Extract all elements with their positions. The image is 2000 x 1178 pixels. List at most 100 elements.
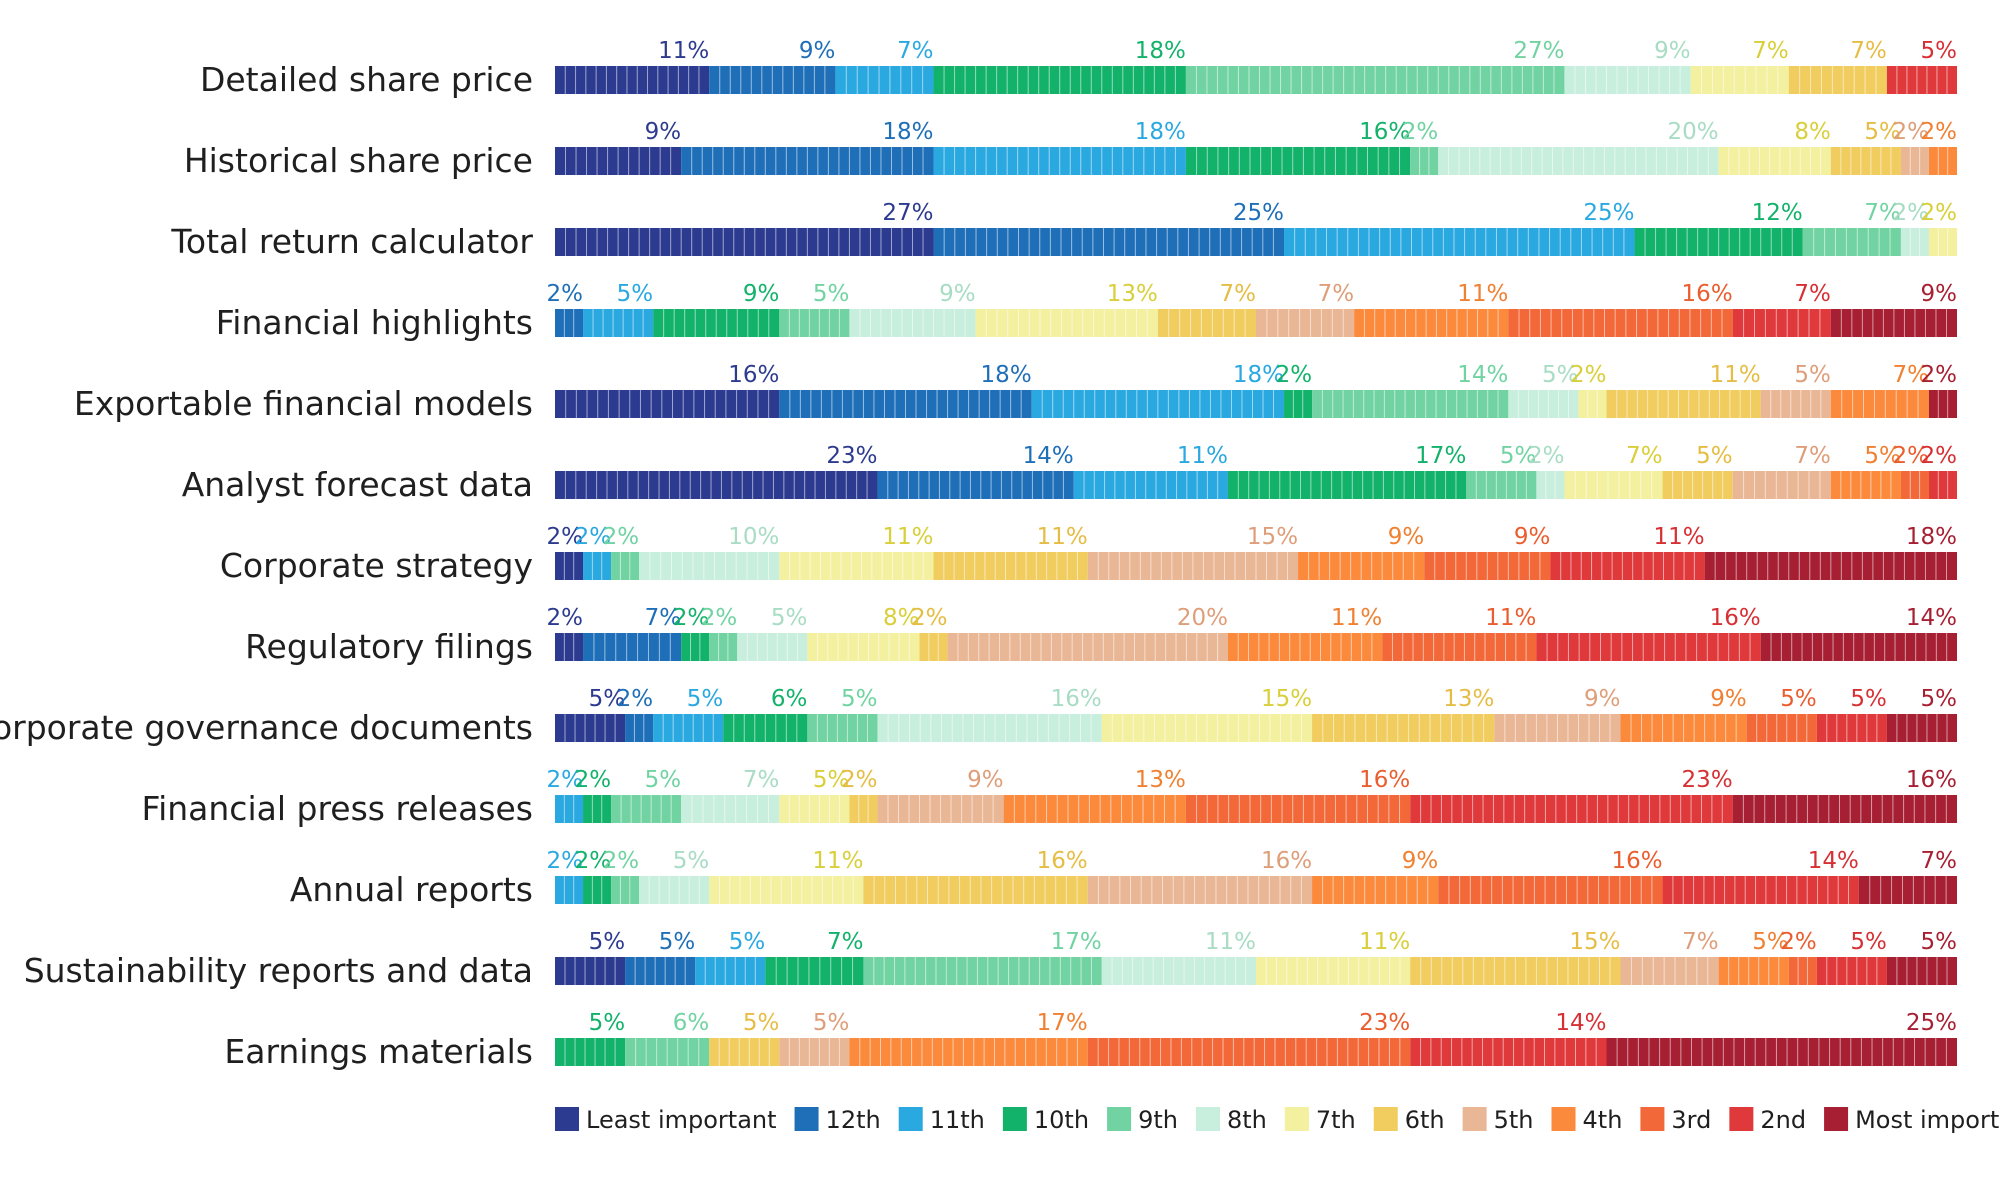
- legend-label: 4th: [1583, 1106, 1623, 1134]
- bar-segment: [1410, 1038, 1607, 1066]
- legend-item: 12th: [794, 1106, 881, 1134]
- bar-segment: [695, 957, 766, 985]
- bar-segment: [1928, 471, 1957, 499]
- bar-segment: [1830, 147, 1901, 175]
- value-label: 13%: [1107, 281, 1158, 307]
- value-label: 5%: [1542, 362, 1579, 388]
- bar-segment: [1382, 633, 1537, 661]
- value-label: 15%: [1261, 686, 1312, 712]
- value-label: 23%: [826, 443, 877, 469]
- bar-segment: [555, 552, 584, 580]
- value-label: 5%: [771, 605, 808, 631]
- legend-item: 2nd: [1729, 1106, 1806, 1134]
- bar-segment: [1438, 876, 1663, 904]
- value-label: 16%: [1359, 119, 1410, 145]
- chart-rows: Detailed share price 11% 9% 7% 18% 27% 9% 7% 7% 5…: [0, 38, 1957, 1071]
- bar-segment: [1900, 471, 1929, 499]
- bar-segment: [1760, 390, 1831, 418]
- value-label: 18%: [1906, 524, 1957, 550]
- bar-segment: [779, 795, 850, 823]
- value-label: 9%: [1388, 524, 1425, 550]
- value-label: 5%: [659, 929, 696, 955]
- value-label: 2%: [841, 767, 878, 793]
- value-label: 5%: [589, 929, 626, 955]
- legend-label: 8th: [1227, 1106, 1267, 1134]
- value-label: 7%: [1850, 38, 1887, 64]
- value-label: 6%: [771, 686, 808, 712]
- bar-segment: [639, 876, 710, 904]
- bar-segment: [933, 552, 1088, 580]
- value-label: 5%: [687, 686, 724, 712]
- bar-segment: [1732, 309, 1831, 337]
- value-label: 15%: [1569, 929, 1620, 955]
- value-label: 5%: [813, 281, 850, 307]
- bar-segment: [611, 795, 682, 823]
- value-label: 2%: [547, 767, 584, 793]
- value-label: 16%: [728, 362, 779, 388]
- bar-segment: [653, 714, 724, 742]
- bar-segment: [1466, 471, 1537, 499]
- bar-segment: [1900, 228, 1929, 256]
- category-label: Financial press releases: [142, 789, 534, 828]
- bar-segment: [1157, 309, 1256, 337]
- value-label: 2%: [575, 524, 612, 550]
- bar-segment: [555, 633, 584, 661]
- value-label: 13%: [1135, 767, 1186, 793]
- bar-segment: [555, 390, 780, 418]
- legend-label: Most important: [1855, 1106, 2000, 1134]
- bar-segment: [849, 795, 878, 823]
- value-label: 2%: [701, 605, 738, 631]
- value-label: 2%: [575, 767, 612, 793]
- bar-segment: [779, 1038, 850, 1066]
- category-label: Total return calculator: [170, 222, 533, 261]
- bar-segment: [1073, 471, 1228, 499]
- value-label: 11%: [1331, 605, 1382, 631]
- bar-segment: [1185, 147, 1411, 175]
- legend-swatch: [1195, 1107, 1220, 1131]
- bar-segment: [1886, 957, 1957, 985]
- bar-segment: [709, 1038, 780, 1066]
- value-label: 5%: [1752, 929, 1789, 955]
- bar-segment: [709, 633, 738, 661]
- bar-segment: [1788, 957, 1817, 985]
- value-label: 11%: [1654, 524, 1705, 550]
- value-label: 14%: [1555, 1010, 1606, 1036]
- value-label: 2%: [547, 281, 584, 307]
- value-label: 7%: [1220, 281, 1257, 307]
- bar-segment: [1564, 471, 1663, 499]
- value-label: 14%: [1906, 605, 1957, 631]
- value-label: 5%: [1864, 119, 1901, 145]
- bar-segment: [1003, 795, 1186, 823]
- legend-swatch: [794, 1107, 819, 1131]
- value-label: 7%: [1682, 929, 1719, 955]
- bar-segment: [1606, 1038, 1957, 1066]
- value-label: 9%: [1710, 686, 1747, 712]
- value-label: 9%: [1584, 686, 1621, 712]
- legend-label: Least important: [586, 1106, 777, 1134]
- value-label: 2%: [547, 524, 584, 550]
- bar-segment: [1662, 471, 1733, 499]
- bar-segment: [639, 552, 780, 580]
- value-label: 18%: [1135, 38, 1186, 64]
- bar-segment: [583, 309, 654, 337]
- bar-segment: [835, 66, 934, 94]
- value-label: 6%: [673, 1010, 710, 1036]
- legend-swatch: [1284, 1107, 1309, 1131]
- bar-segment: [779, 552, 934, 580]
- value-label: 11%: [1710, 362, 1761, 388]
- value-label: 5%: [729, 929, 766, 955]
- value-label: 7%: [1892, 362, 1929, 388]
- legend-swatch: [898, 1107, 923, 1131]
- value-label: 17%: [1415, 443, 1466, 469]
- bar-segment: [1508, 309, 1733, 337]
- value-label: 2%: [1528, 443, 1565, 469]
- value-label: 9%: [1921, 281, 1958, 307]
- bar-segment: [1816, 714, 1887, 742]
- legend-swatch: [1462, 1107, 1487, 1131]
- value-label: 11%: [1457, 281, 1508, 307]
- bar-segment: [1606, 390, 1761, 418]
- value-label: 5%: [1864, 443, 1901, 469]
- value-label: 5%: [1500, 443, 1537, 469]
- value-label: 7%: [897, 38, 934, 64]
